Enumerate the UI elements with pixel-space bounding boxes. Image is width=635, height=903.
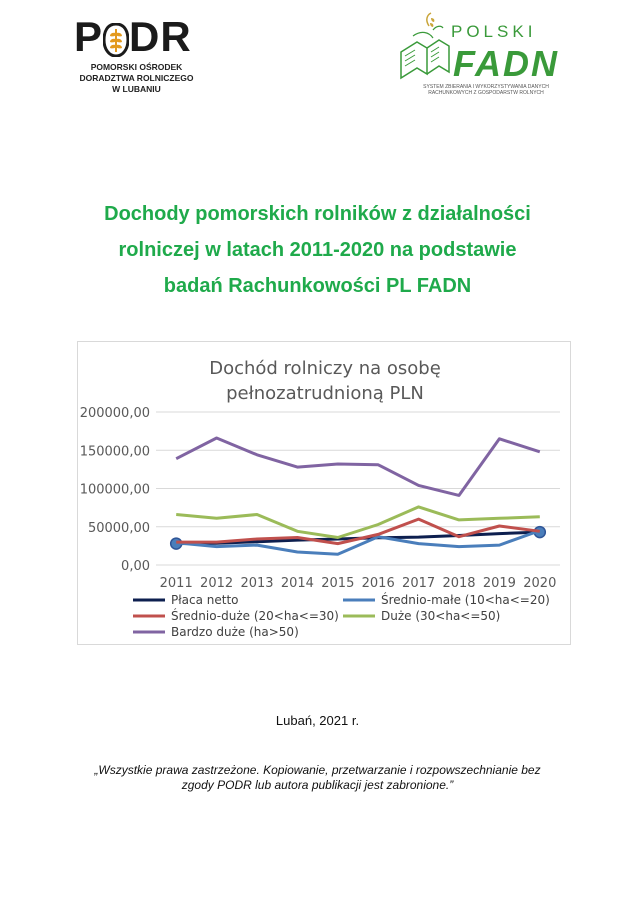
podr-subtitle-line-1: POMORSKI OŚRODEK xyxy=(90,62,183,72)
fadn-logo-word: FADN xyxy=(453,43,559,84)
series-line-4 xyxy=(176,505,540,539)
x-tick-label: 2014 xyxy=(281,576,314,591)
legend-item: Płaca netto xyxy=(133,593,239,607)
y-tick-label: 150000,00 xyxy=(80,444,150,459)
legend-label: Średnio-duże (20<ha<=30) xyxy=(171,608,339,623)
podr-logo-letter-p: P xyxy=(74,13,104,60)
podr-logo-letters-dr: DR xyxy=(129,13,192,60)
x-tick-label: 2017 xyxy=(402,576,435,591)
podr-logo: P DR POMORSKI OŚRODEK DORADZTWA ROLNICZE… xyxy=(74,14,199,95)
legend-label: Duże (30<ha<=50) xyxy=(381,609,500,623)
book-wheat-icon xyxy=(400,12,450,80)
x-tick-label: 2011 xyxy=(160,576,193,591)
place-date: Lubań, 2021 r. xyxy=(275,713,360,728)
podr-logo-subtitle: POMORSKI OŚRODEK DORADZTWA ROLNICZEGO W … xyxy=(74,62,199,95)
legend-item: Duże (30<ha<=50) xyxy=(343,609,500,623)
fadn-logo-polski: POLSKI xyxy=(451,22,537,41)
y-tick-label: 100000,00 xyxy=(80,483,150,498)
title-line-1: Dochody pomorskich rolników z działalnoś… xyxy=(104,203,531,225)
chart-x-axis: 2011 2012 2013 2014 2015 2016 2017 2018 2019 2020 xyxy=(160,576,557,591)
y-tick-label: 0,00 xyxy=(121,559,150,574)
legend-item: Średnio-małe (10<ha<=20) xyxy=(343,592,550,607)
series-line-2 xyxy=(176,529,541,556)
chart-series xyxy=(169,436,547,556)
copyright-line-1: „Wszystkie prawa zastrzeżone. Kopiowanie… xyxy=(94,763,541,777)
x-tick-label: 2020 xyxy=(523,576,556,591)
copyright-notice: „Wszystkie prawa zastrzeżone. Kopiowanie… xyxy=(60,763,575,793)
series-line-5 xyxy=(175,436,541,497)
chart-y-axis: 0,00 50000,00 100000,00 150000,00 200000,00 xyxy=(80,406,150,574)
legend-label: Średnio-małe (10<ha<=20) xyxy=(381,592,550,607)
chart-title-line-2: pełnozatrudnioną PLN xyxy=(226,383,424,404)
x-tick-label: 2018 xyxy=(442,576,475,591)
podr-logo-word: P DR xyxy=(74,14,192,60)
legend-label: Bardzo duże (ha>50) xyxy=(171,625,299,639)
fadn-logo-subtitle: SYSTEM ZBIERANIA I WYKORZYSTYWANIA DANYC… xyxy=(423,84,549,96)
copyright-line-2: zgody PODR lub autora publikacji jest za… xyxy=(181,778,454,792)
title-line-2: rolniczej w latach 2011-2020 na podstawi… xyxy=(118,239,517,261)
legend-item: Średnio-duże (20<ha<=30) xyxy=(133,608,339,623)
y-tick-label: 50000,00 xyxy=(88,521,150,536)
wheat-icon xyxy=(102,20,130,58)
podr-subtitle-line-3: W LUBANIU xyxy=(112,84,161,94)
document-title: Dochody pomorskich rolników z działalnoś… xyxy=(60,196,575,304)
income-chart: Dochód rolniczy na osobę pełnozatrudnion… xyxy=(77,341,571,645)
x-tick-label: 2012 xyxy=(200,576,233,591)
fadn-logo: POLSKI FADN SYSTEM ZBIERANIA I WYKORZYST… xyxy=(395,12,557,100)
income-chart-svg: Dochód rolniczy na osobę pełnozatrudnion… xyxy=(80,358,560,639)
legend-item: Bardzo duże (ha>50) xyxy=(133,625,299,639)
series-line-3 xyxy=(176,517,540,546)
title-line-3: badań Rachunkowości PL FADN xyxy=(163,275,472,297)
x-tick-label: 2016 xyxy=(362,576,395,591)
chart-legend: Płaca netto Średnio-małe (10<ha<=20) Średn… xyxy=(133,592,550,639)
podr-subtitle-line-2: DORADZTWA ROLNICZEGO xyxy=(79,73,194,83)
x-tick-label: 2015 xyxy=(321,576,354,591)
y-tick-label: 200000,00 xyxy=(80,406,150,421)
x-tick-label: 2013 xyxy=(240,576,273,591)
chart-title-line-1: Dochód rolniczy na osobę xyxy=(209,358,441,379)
legend-label: Płaca netto xyxy=(171,593,239,607)
x-tick-label: 2019 xyxy=(483,576,516,591)
